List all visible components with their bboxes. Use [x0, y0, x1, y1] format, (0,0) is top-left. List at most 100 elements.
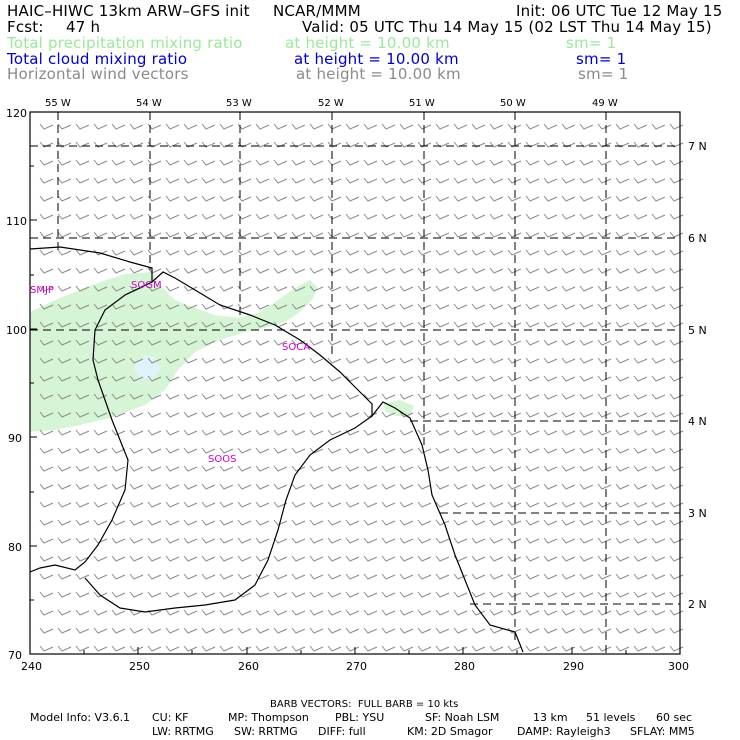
wind-barb: [129, 321, 144, 328]
x-tick-260: 260: [238, 660, 259, 673]
wind-barb: [183, 573, 198, 580]
wind-barb: [669, 321, 684, 328]
wind-barb: [579, 411, 594, 418]
wind-barb: [327, 609, 342, 616]
y-tick-100: 100: [6, 324, 27, 337]
wind-barb: [291, 573, 306, 580]
wind-barb: [651, 591, 666, 598]
wind-barb: [525, 321, 540, 328]
graticule: [30, 112, 680, 654]
wind-barb: [417, 429, 432, 436]
wind-barb: [219, 501, 234, 508]
wind-barb: [327, 573, 342, 580]
wind-barb: [579, 465, 594, 472]
wind-barb: [417, 123, 432, 130]
wind-barb: [489, 141, 504, 148]
wind-barb: [183, 339, 198, 346]
wind-barb: [111, 321, 126, 328]
wind-barb: [39, 429, 54, 436]
wind-barb: [651, 303, 666, 310]
wind-barb: [525, 249, 540, 256]
x-tick-270: 270: [346, 660, 367, 673]
wind-barb: [633, 573, 648, 580]
wind-barb: [615, 609, 630, 616]
wind-barb: [633, 303, 648, 310]
wind-barb: [633, 483, 648, 490]
wind-barb: [345, 501, 360, 508]
wind-barb: [489, 195, 504, 202]
wind-barb: [597, 411, 612, 418]
wind-barb: [255, 465, 270, 472]
wind-barb: [75, 393, 90, 400]
wind-barb: [417, 339, 432, 346]
wind-barb: [597, 321, 612, 328]
wind-barb: [39, 573, 54, 580]
wind-barb: [669, 159, 684, 166]
wind-barb: [489, 645, 504, 652]
wind-barb: [381, 537, 396, 544]
wind-barb: [363, 339, 378, 346]
wind-barb: [327, 645, 342, 652]
wind-barb: [633, 123, 648, 130]
wind-barb: [309, 267, 324, 274]
wind-barb: [525, 591, 540, 598]
wind-barb: [597, 375, 612, 382]
wind-barb: [471, 321, 486, 328]
wind-barb: [291, 123, 306, 130]
wind-barb: [399, 429, 414, 436]
wind-barb: [237, 303, 252, 310]
wind-barb: [237, 159, 252, 166]
wind-barb: [237, 375, 252, 382]
wind-barb: [291, 591, 306, 598]
wind-barb: [453, 321, 468, 328]
wind-barb: [363, 177, 378, 184]
valid-time: Valid: 05 UTC Thu 14 May 15 (02 LST Thu …: [302, 18, 712, 36]
wind-barb: [381, 177, 396, 184]
wind-barb: [273, 429, 288, 436]
wind-barb: [309, 285, 324, 292]
wind-barb: [93, 195, 108, 202]
wind-barb: [93, 303, 108, 310]
wind-barb: [219, 627, 234, 634]
wind-barb: [669, 429, 684, 436]
station-soos: SOOS: [208, 454, 236, 465]
wind-barb: [633, 249, 648, 256]
wind-barb: [597, 231, 612, 238]
wind-barb: [543, 357, 558, 364]
y-tick-70: 70: [8, 649, 22, 662]
wind-barb: [75, 465, 90, 472]
wind-barb: [201, 501, 216, 508]
wind-barb: [417, 321, 432, 328]
wind-barb: [147, 591, 162, 598]
wind-barb: [237, 285, 252, 292]
wind-barb: [615, 141, 630, 148]
wind-barb: [93, 465, 108, 472]
wind-barb: [255, 609, 270, 616]
wind-barb: [561, 573, 576, 580]
wind-barb: [615, 123, 630, 130]
wind-barb: [255, 519, 270, 526]
wind-barb: [39, 483, 54, 490]
wind-barb: [219, 465, 234, 472]
wind-barb: [183, 177, 198, 184]
wind-barb: [237, 267, 252, 274]
wind-barb: [561, 483, 576, 490]
wind-barb: [471, 393, 486, 400]
wind-barb: [417, 303, 432, 310]
x-tick-240: 240: [21, 660, 42, 673]
wind-barb: [489, 465, 504, 472]
wind-barb: [57, 267, 72, 274]
wind-barb: [57, 537, 72, 544]
wind-barb: [183, 483, 198, 490]
wind-barb: [57, 159, 72, 166]
wind-barb: [165, 195, 180, 202]
wind-barb: [561, 357, 576, 364]
wind-barb: [219, 375, 234, 382]
wind-barb: [363, 213, 378, 220]
wind-barb: [363, 447, 378, 454]
wind-barb: [381, 339, 396, 346]
wind-barb: [363, 429, 378, 436]
wind-barb: [39, 159, 54, 166]
wind-barb: [579, 213, 594, 220]
wind-barb: [489, 303, 504, 310]
